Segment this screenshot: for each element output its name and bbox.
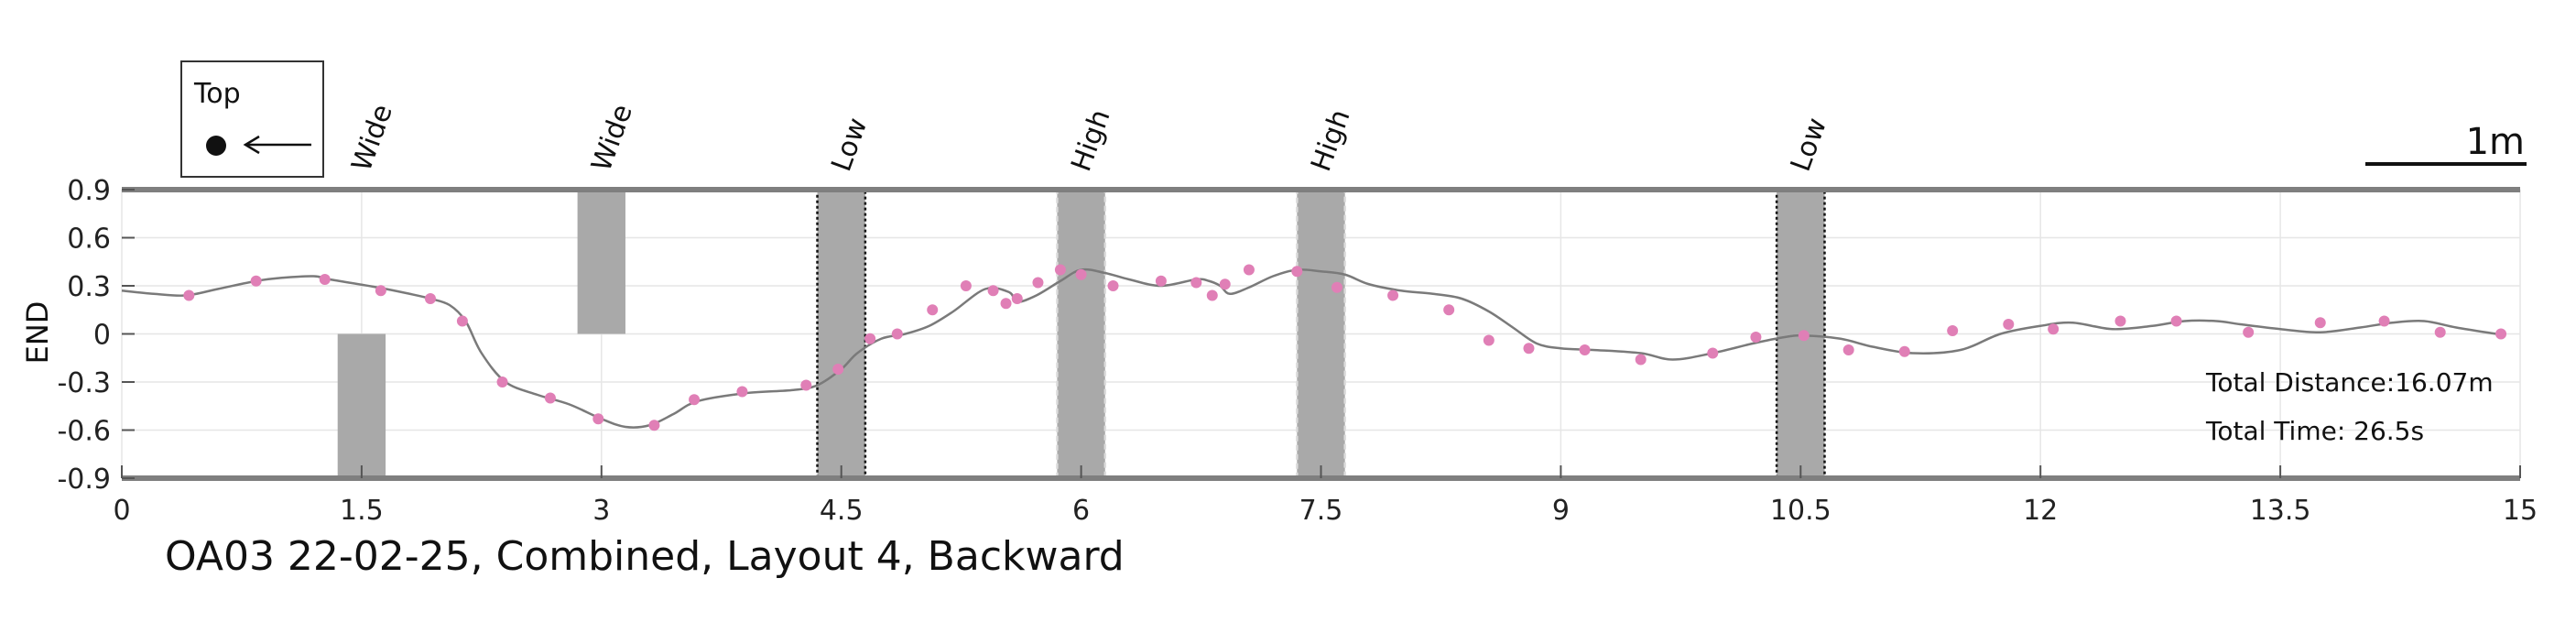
- x-tick-label: 6: [1072, 495, 1090, 527]
- data-point: [319, 274, 331, 285]
- data-point: [1107, 280, 1119, 291]
- data-point: [1054, 264, 1066, 276]
- y-tick-label: 0.9: [67, 175, 111, 207]
- obstacle-label: Low: [1785, 114, 1833, 175]
- data-point: [800, 379, 812, 391]
- data-point: [1707, 347, 1719, 359]
- y-tick-label: 0.3: [67, 271, 111, 303]
- x-tick-label: 15: [2503, 495, 2538, 527]
- obstacle-zone: [1296, 188, 1346, 480]
- chart-title: OA03 22-02-25, Combined, Layout 4, Backw…: [165, 533, 1125, 580]
- data-point: [2003, 319, 2015, 330]
- legend-label: Top: [193, 78, 241, 110]
- data-point: [1523, 343, 1535, 355]
- data-point: [1155, 275, 1167, 287]
- data-point: [2495, 328, 2507, 340]
- x-tick-label: 0: [113, 495, 130, 527]
- scale-bar: 1m: [2365, 121, 2527, 166]
- data-point: [424, 293, 436, 304]
- data-point: [2378, 315, 2390, 327]
- data-point: [927, 304, 939, 316]
- x-tick-label: 12: [2023, 495, 2058, 527]
- data-point: [987, 285, 999, 297]
- obstacle-label: Low: [825, 114, 874, 175]
- legend-box: Top: [180, 60, 324, 178]
- obstacle-label: Wide: [346, 100, 399, 175]
- left-arrow-icon: [243, 135, 311, 155]
- obstacle-zone: [337, 333, 386, 478]
- obstacle-label: High: [1305, 105, 1356, 176]
- data-point: [2314, 317, 2326, 329]
- data-point: [648, 420, 660, 431]
- trajectory-points: [183, 264, 2507, 431]
- total-time: Total Time: 26.5s: [2205, 416, 2424, 446]
- obstacle-zone: [1056, 188, 1107, 480]
- data-point: [891, 328, 903, 340]
- data-point: [1635, 354, 1647, 366]
- data-point: [2243, 326, 2255, 338]
- y-tick-label: -0.9: [57, 464, 111, 496]
- data-point: [1206, 289, 1218, 301]
- obstacle-zone: [577, 190, 625, 334]
- data-point: [1075, 268, 1087, 280]
- data-point: [183, 289, 195, 301]
- data-point: [456, 315, 468, 327]
- trajectory-series: [121, 267, 2497, 429]
- data-point: [1243, 264, 1255, 276]
- data-point: [2170, 315, 2182, 327]
- trajectory-line: [121, 267, 2497, 429]
- scale-bar-label: 1m: [2466, 121, 2525, 163]
- data-point: [1947, 325, 1959, 336]
- x-tick-label: 4.5: [820, 495, 864, 527]
- data-point: [1219, 278, 1231, 290]
- x-tick-label: 13.5: [2250, 495, 2311, 527]
- data-point: [1483, 334, 1495, 346]
- x-tick-label: 10.5: [1770, 495, 1831, 527]
- data-point: [375, 285, 386, 297]
- data-point: [960, 280, 972, 291]
- data-point: [1331, 281, 1342, 293]
- data-point: [1579, 344, 1591, 355]
- obstacle-zone: [816, 188, 867, 480]
- obstacle-labels: Wide Wide Low High High Low: [346, 100, 1833, 175]
- total-distance: Total Distance:16.07m: [2205, 367, 2494, 398]
- axis-ticks: 0 1.5 3 4.5 6 7.5 9 10.5 12 13.5 15 0.9 0.6 0.3 0 -0.3 -…: [57, 175, 2538, 527]
- y-tick-label: -0.3: [57, 367, 111, 399]
- data-point: [1032, 277, 1044, 289]
- data-point: [2114, 315, 2126, 327]
- y-axis-label: END: [20, 301, 55, 365]
- data-point: [1011, 293, 1023, 304]
- data-point: [689, 394, 701, 406]
- data-point: [544, 392, 556, 404]
- data-point: [496, 377, 508, 387]
- x-tick-label: 1.5: [340, 495, 384, 527]
- legend-marker-icon: [206, 136, 226, 156]
- data-point: [736, 386, 748, 398]
- y-tick-label: 0.6: [67, 224, 111, 256]
- y-tick-label: -0.6: [57, 416, 111, 448]
- data-point: [250, 275, 262, 287]
- data-point: [1798, 330, 1810, 342]
- obstacle-label: Wide: [585, 100, 638, 175]
- x-tick-label: 7.5: [1299, 495, 1343, 527]
- y-tick-label: 0: [93, 320, 111, 352]
- x-tick-label: 3: [592, 495, 610, 527]
- data-point: [1387, 289, 1399, 301]
- data-point: [1842, 344, 1854, 355]
- data-point: [1291, 266, 1303, 278]
- data-point: [1190, 277, 1202, 289]
- x-tick-label: 9: [1552, 495, 1570, 527]
- data-point: [1750, 332, 1762, 343]
- obstacle-label: High: [1065, 105, 1116, 176]
- data-point: [592, 413, 604, 425]
- data-point: [864, 333, 876, 344]
- data-point: [1443, 304, 1455, 316]
- data-point: [1000, 298, 1012, 310]
- data-point: [1898, 345, 1910, 357]
- data-point: [832, 364, 844, 375]
- data-point: [2048, 323, 2060, 335]
- data-point: [2434, 326, 2446, 338]
